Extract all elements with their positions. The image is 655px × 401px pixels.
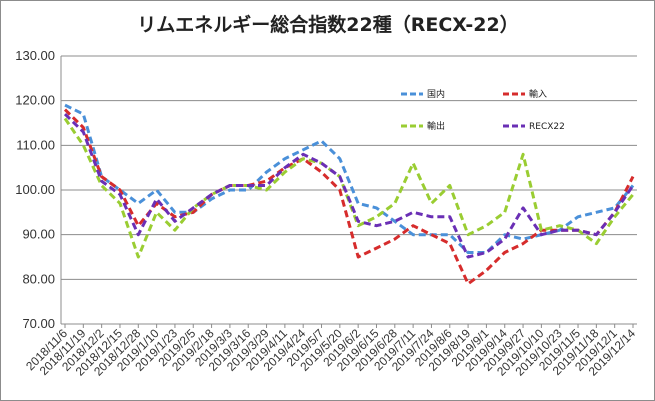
series-line bbox=[64, 103, 635, 254]
y-tick-label: 80.00 bbox=[22, 271, 55, 286]
series-line bbox=[63, 108, 635, 286]
y-tick-label: 90.00 bbox=[22, 227, 55, 242]
y-tick-label: 120.00 bbox=[15, 93, 55, 108]
y-tick-label: 130.00 bbox=[15, 48, 55, 63]
legend-label: 国内 bbox=[427, 88, 445, 100]
gridlines bbox=[61, 55, 637, 280]
y-axis-ticks: 70.00 80.00 90.00 100.00 110.00 120.00 130.00 bbox=[15, 48, 55, 331]
series-line bbox=[63, 117, 635, 259]
x-axis-ticks: 2018/11/62018/11/192018/12/22018/12/1520… bbox=[23, 324, 638, 379]
legend-label: 輸出 bbox=[427, 120, 445, 132]
series-line bbox=[63, 113, 635, 259]
series-lines bbox=[63, 103, 635, 286]
y-tick-label: 110.00 bbox=[16, 137, 55, 152]
y-tick-label: 100.00 bbox=[15, 182, 55, 197]
legend-label: 輸入 bbox=[529, 88, 547, 100]
chart-title: リムエネルギー総合指数22種（RECX-22） bbox=[137, 13, 518, 36]
legend-label: RECX22 bbox=[529, 122, 565, 132]
y-tick-label: 70.00 bbox=[22, 316, 55, 331]
